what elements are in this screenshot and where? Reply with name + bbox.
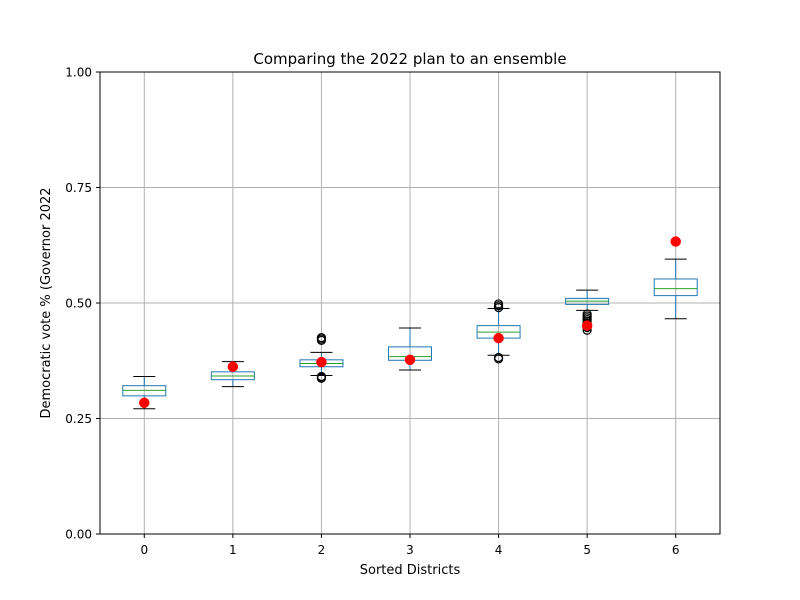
outlier-point — [316, 371, 327, 382]
plan-value-point — [316, 356, 327, 368]
plan-value-point — [139, 397, 150, 409]
iqr-box — [653, 278, 698, 297]
plan-marker-layer — [139, 236, 681, 409]
outlier-point — [493, 352, 504, 363]
plan-value-point — [670, 236, 681, 247]
x-axis-label: Sorted Districts — [360, 563, 461, 578]
plan-value-point — [493, 332, 504, 344]
y-axis-label: Democratic vote % (Governor 2022 — [39, 187, 54, 418]
x-tick-label: 5 — [583, 543, 591, 557]
plan-value-point — [227, 361, 239, 373]
x-tick-label: 0 — [140, 543, 148, 557]
y-tick-label: 0.50 — [65, 297, 92, 311]
box-district-5 — [565, 289, 610, 311]
outlier-point — [582, 309, 592, 319]
outlier-point — [493, 299, 504, 309]
tick-layer: 0.00 0.25 0.50 0.75 1.00 0 1 2 3 4 5 6 — [65, 66, 679, 558]
y-tick-label: 0.25 — [65, 412, 92, 426]
plan-value-point — [404, 354, 416, 366]
chart-title: Comparing the 2022 plan to an ensemble — [253, 50, 566, 68]
plan-value-point — [581, 320, 593, 331]
y-tick-label: 0.00 — [65, 528, 92, 542]
box-district-6 — [653, 258, 698, 320]
x-tick-label: 6 — [672, 543, 680, 557]
x-tick-label: 4 — [495, 543, 503, 557]
y-tick-label: 0.75 — [65, 181, 92, 195]
x-tick-label: 3 — [406, 543, 414, 557]
x-tick-label: 2 — [318, 543, 326, 557]
outlier-point — [316, 333, 327, 343]
y-tick-label: 1.00 — [65, 66, 92, 80]
x-tick-label: 1 — [229, 543, 237, 557]
